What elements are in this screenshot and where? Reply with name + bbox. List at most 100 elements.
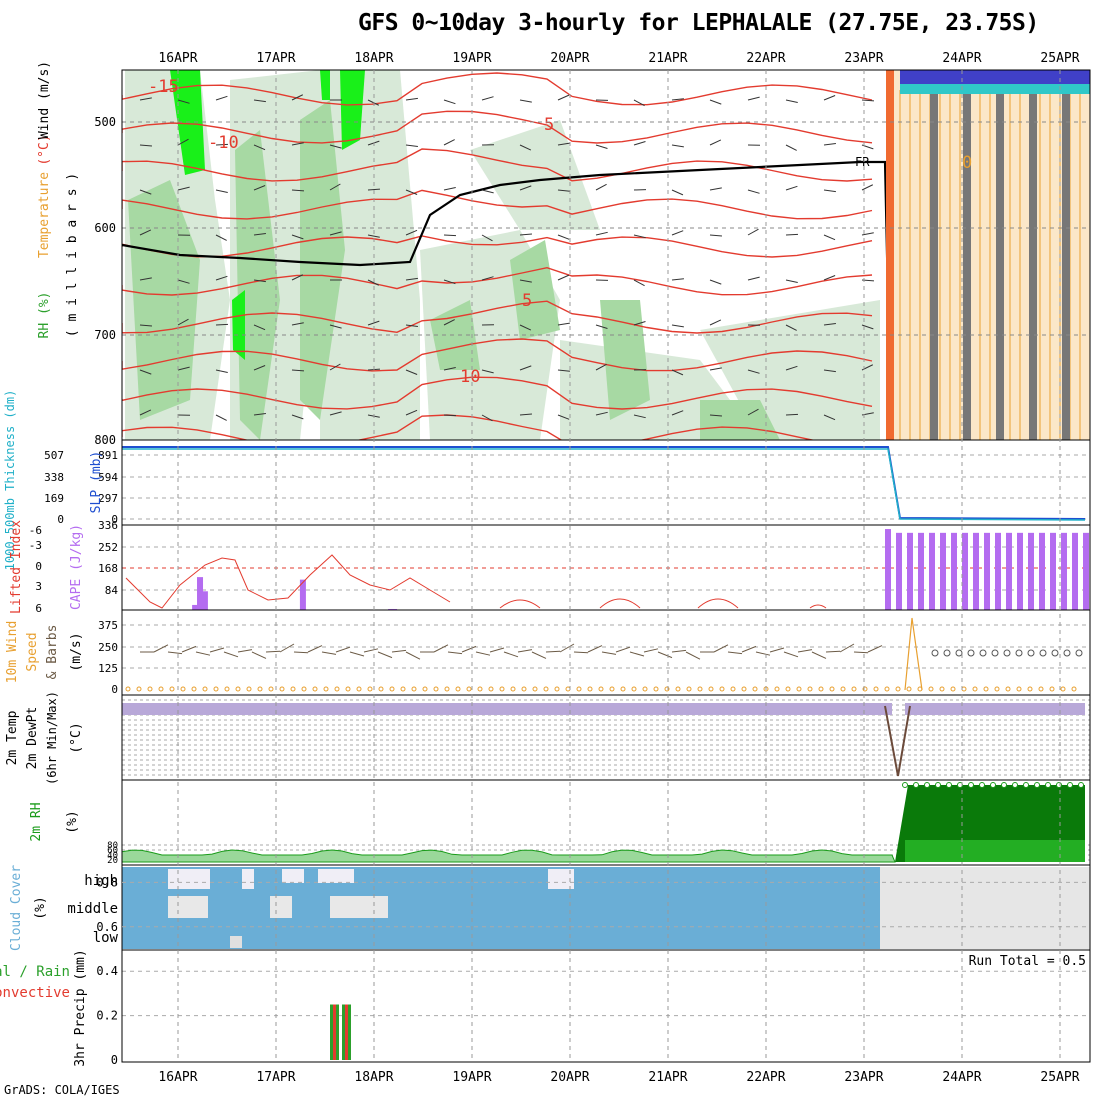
wind-speed-point: [1005, 686, 1011, 692]
wind-barb-10m: [195, 651, 211, 656]
wind-barb: [633, 414, 646, 419]
wind-barb: [215, 143, 229, 146]
wind-speed-point: [895, 686, 901, 692]
temperature-contour: [122, 110, 873, 144]
wind-barb: [747, 276, 760, 281]
cape-bar: [918, 532, 924, 610]
cape-bar: [885, 529, 891, 610]
wind-barb: [253, 144, 266, 151]
rh2m-point: [1045, 782, 1051, 788]
wind-barb-10m: [391, 649, 407, 653]
cloud-level-label: high: [84, 873, 118, 889]
wind-speed-point: [521, 686, 527, 692]
date-label-top: 25APR: [1040, 51, 1079, 66]
wind-barb: [443, 187, 456, 191]
wind-barb: [329, 411, 342, 416]
wind-barb: [595, 183, 607, 191]
wind-barb: [215, 275, 228, 281]
wind-barb: [633, 279, 645, 287]
wind-barb-10m: [671, 649, 687, 653]
wind-barb: [519, 233, 532, 236]
wind-speed-point: [180, 686, 186, 692]
wind-speed-point: [609, 686, 615, 692]
contour-label: 5: [544, 115, 554, 135]
date-label-bottom: 25APR: [1040, 1070, 1079, 1085]
wind-barb: [709, 187, 722, 191]
wind-barb: [557, 414, 570, 420]
contour-label: -15: [148, 77, 179, 97]
hatched-band: [996, 70, 1004, 440]
wind-barb-10m: [349, 651, 365, 657]
date-label-bottom: 23APR: [844, 1070, 883, 1085]
wind-speed-point: [1016, 686, 1022, 692]
wind-barb: [709, 279, 722, 285]
wind-barb: [405, 369, 418, 375]
wind-barb: [291, 369, 305, 372]
cape-bar: [951, 532, 957, 610]
precip-convective-label: Convective: [0, 985, 70, 1001]
hatched-band: [1029, 70, 1037, 440]
slp-tick-label: 594: [98, 471, 118, 484]
wind-barb-10m: [797, 649, 813, 653]
cloud-gap-high: [282, 869, 304, 883]
cape-bar: [973, 532, 979, 610]
slp-tick-label: 297: [98, 492, 118, 505]
temperature-wall: [886, 70, 894, 440]
wind-speed-point: [422, 686, 428, 692]
wind-barb: [405, 324, 418, 327]
wind-barb-10m: [433, 644, 449, 653]
wind-barb: [177, 186, 190, 191]
wind-barb: [519, 144, 532, 151]
wind-barb-10m: [727, 651, 743, 655]
wind-barb: [823, 95, 836, 101]
wind-barb: [443, 139, 455, 146]
cape-bar: [1083, 532, 1089, 610]
date-label-top: 22APR: [746, 51, 785, 66]
wind-speed-point: [598, 686, 604, 692]
lifted-index-line: [697, 598, 739, 609]
wind-barb: [291, 274, 304, 281]
cape-bar: [1017, 532, 1023, 610]
wind-speed-point: [147, 686, 153, 692]
wind-barb: [823, 369, 836, 373]
hatched-band: [1062, 70, 1070, 440]
cape-bar: [299, 579, 306, 610]
wind-barb: [405, 144, 418, 147]
date-label-top: 20APR: [550, 51, 589, 66]
wind-speed-point: [213, 686, 219, 692]
date-label-top: 24APR: [942, 51, 981, 66]
cape-tick-label: 336: [98, 519, 118, 532]
wind-speed-point: [378, 686, 384, 692]
wind-barb: [329, 324, 342, 329]
wind-barb: [519, 185, 532, 191]
wind-barb: [443, 414, 457, 417]
wind-speed-point: [345, 686, 351, 692]
temp2m-unit-label: (°C): [69, 722, 84, 753]
wind-speed-point: [785, 686, 791, 692]
cape-bar: [192, 604, 199, 610]
rh2m-lower-band: [905, 840, 1085, 862]
wind-barb: [823, 143, 836, 146]
rh-region-saturated: [232, 290, 245, 360]
wind-barb: [215, 95, 228, 101]
wind-barb-10m: [629, 651, 645, 657]
wind-speed-spike: [904, 617, 923, 691]
wind-barb: [443, 367, 456, 371]
thickness-tick-label: 169: [44, 492, 64, 505]
wind-speed-point: [224, 686, 230, 692]
wind-barb: [709, 367, 722, 371]
wind-barb: [367, 234, 380, 238]
wind-barb: [177, 99, 190, 104]
rh-region-mid: [600, 300, 650, 420]
wind-barb: [215, 414, 227, 421]
wind-barb: [177, 366, 190, 371]
wind-barb: [215, 323, 229, 326]
wind-speed-point: [807, 686, 813, 692]
cape-bar: [1028, 532, 1034, 610]
rh2m-point: [1078, 782, 1084, 788]
calm-wind-circle: [1039, 649, 1047, 657]
thickness-tick-label: 338: [44, 471, 64, 484]
thickness-tick-label: 0: [57, 513, 64, 526]
wind-speed-point: [301, 686, 307, 692]
date-label-bottom: 18APR: [354, 1070, 393, 1085]
